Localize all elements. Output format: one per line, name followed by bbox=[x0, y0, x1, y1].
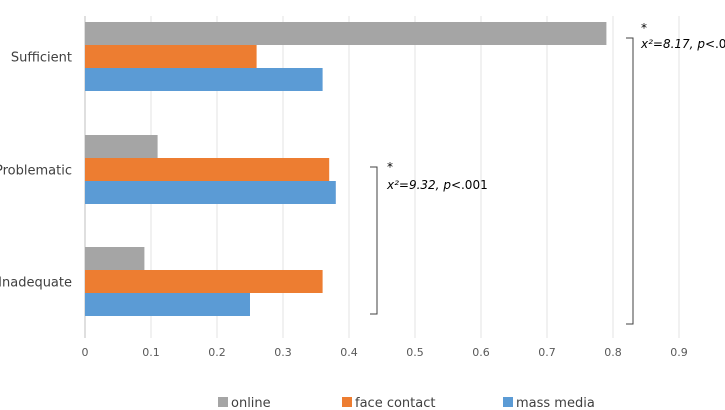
annotation-2-star: * bbox=[387, 160, 393, 174]
x-tick-label: 0.2 bbox=[208, 346, 226, 359]
category-labels: Sufficient Problematic Inadequate bbox=[0, 51, 72, 291]
legend-label-online: online bbox=[231, 396, 271, 410]
legend-swatch-face-contact bbox=[342, 397, 352, 407]
x-tick-label: 0.4 bbox=[340, 346, 358, 359]
x-tick-label: 0.1 bbox=[142, 346, 160, 359]
x-axis-ticks: 0 0.1 0.2 0.3 0.4 0.5 0.6 0.7 0.8 0.9 bbox=[82, 346, 688, 359]
annotation-2-stat-italic: x²=9.32, p bbox=[386, 178, 451, 192]
bracket-1 bbox=[626, 37, 634, 325]
legend-swatch-mass-media bbox=[503, 397, 513, 407]
bar-mass-media-inadequate bbox=[85, 293, 250, 316]
bar-face-contact-inadequate bbox=[85, 270, 323, 293]
bar-online-problematic bbox=[85, 135, 158, 158]
legend-item-face-contact: face contact bbox=[342, 396, 435, 410]
bar-face-contact-sufficient bbox=[85, 45, 257, 68]
legend-swatch-online bbox=[218, 397, 228, 407]
x-tick-label: 0.9 bbox=[670, 346, 688, 359]
x-tick-label: 0.7 bbox=[538, 346, 556, 359]
annotation-1-stat-italic: x²=8.17, p bbox=[640, 37, 705, 51]
annotation-1: * x²=8.17, p<.001 bbox=[626, 21, 725, 325]
x-tick-label: 0.8 bbox=[604, 346, 622, 359]
x-tick-label: 0.3 bbox=[274, 346, 292, 359]
x-tick-label: 0.5 bbox=[406, 346, 424, 359]
category-label: Problematic bbox=[0, 164, 72, 179]
legend-item-online: online bbox=[218, 396, 271, 410]
annotation-2-stat: x²=9.32, p<.001 bbox=[386, 178, 488, 192]
category-label: Sufficient bbox=[11, 51, 72, 66]
annotation-1-stat-rest: <.001 bbox=[705, 37, 725, 51]
legend: online face contact mass media bbox=[218, 396, 595, 410]
bar-online-inadequate bbox=[85, 247, 145, 270]
bars bbox=[85, 22, 607, 316]
annotation-1-star: * bbox=[641, 21, 647, 35]
bracket-2 bbox=[370, 166, 378, 315]
legend-item-mass-media: mass media bbox=[503, 396, 595, 410]
annotation-2-stat-rest: <.001 bbox=[451, 178, 488, 192]
bar-mass-media-problematic bbox=[85, 181, 336, 204]
bar-mass-media-sufficient bbox=[85, 68, 323, 91]
annotation-1-stat: x²=8.17, p<.001 bbox=[640, 37, 725, 51]
bar-online-sufficient bbox=[85, 22, 607, 45]
legend-label-mass-media: mass media bbox=[516, 396, 595, 410]
x-tick-label: 0 bbox=[82, 346, 89, 359]
x-tick-label: 0.6 bbox=[472, 346, 490, 359]
bar-face-contact-problematic bbox=[85, 158, 330, 181]
annotation-2: * x²=9.32, p<.001 bbox=[370, 160, 488, 315]
legend-label-face-contact: face contact bbox=[355, 396, 435, 410]
category-label: Inadequate bbox=[0, 276, 72, 291]
